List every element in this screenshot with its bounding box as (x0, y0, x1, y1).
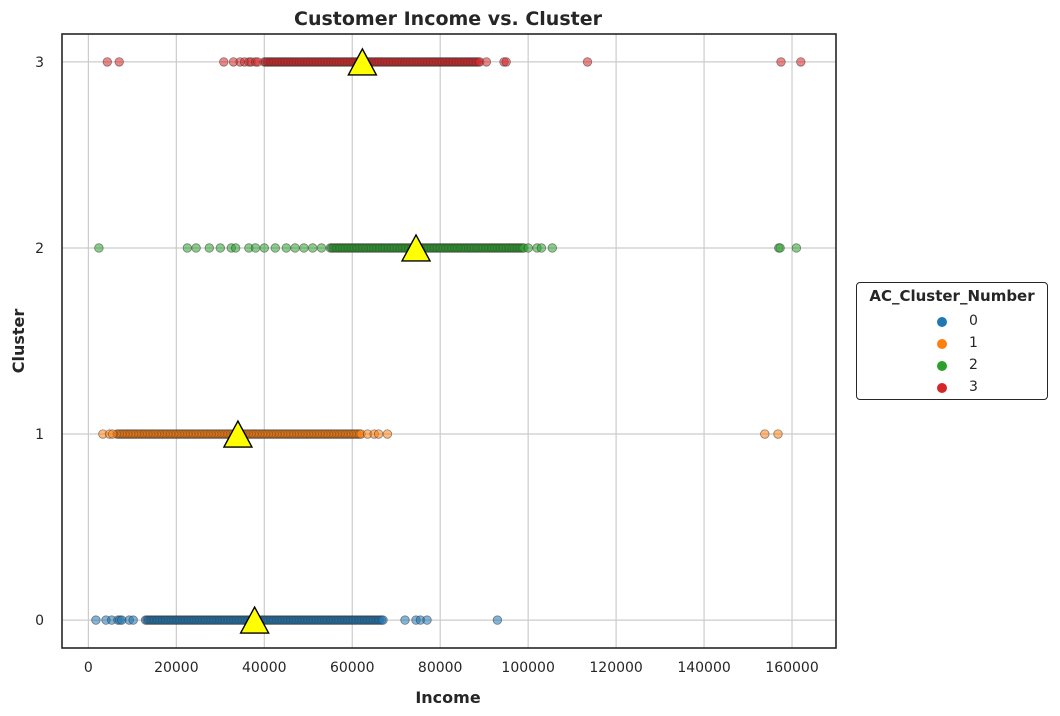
point-cluster-2 (299, 243, 309, 253)
point-cluster-2 (204, 243, 215, 253)
point-cluster-2 (215, 243, 226, 253)
point-cluster-2 (94, 243, 104, 253)
legend-label-1: 1 (969, 335, 978, 351)
data-points (91, 57, 806, 625)
point-cluster-0 (492, 615, 503, 625)
y-tick-label: 0 (35, 613, 44, 629)
legend-title: AC_Cluster_Number (869, 287, 1035, 305)
centroid-marker-1 (222, 419, 254, 448)
point-cluster-0 (422, 615, 432, 625)
point-cluster-1 (373, 429, 384, 439)
point-cluster-1 (107, 429, 118, 439)
point-cluster-0 (378, 615, 388, 625)
x-tick-label: 80000 (418, 660, 463, 676)
x-tick-label: 40000 (242, 660, 287, 676)
point-cluster-3 (582, 57, 593, 67)
x-tick-label: 60000 (330, 660, 375, 676)
legend-label-0: 0 (969, 313, 978, 329)
point-cluster-3 (501, 57, 511, 67)
x-tick-label: 0 (84, 660, 93, 676)
legend: AC_Cluster_Number 0 1 2 3 (856, 282, 1048, 400)
point-cluster-2 (270, 243, 281, 253)
point-cluster-2 (791, 243, 802, 253)
x-tick-label: 160000 (765, 660, 818, 676)
point-cluster-3 (776, 57, 786, 67)
legend-marker-3 (937, 383, 947, 393)
chart-title: Customer Income vs. Cluster (294, 8, 603, 30)
x-tick-label: 20000 (154, 660, 199, 676)
y-tick-label: 3 (35, 55, 44, 71)
point-cluster-2 (250, 243, 261, 253)
y-tick-label: 2 (35, 241, 44, 257)
point-cluster-2 (182, 243, 193, 253)
legend-marker-1 (937, 339, 947, 349)
axis-ticks: 0 20000 40000 60000 80000 100000 120000 140000 1… (35, 55, 819, 676)
point-cluster-2 (536, 243, 547, 253)
x-tick-label: 120000 (589, 660, 642, 676)
point-cluster-2 (316, 243, 327, 253)
x-tick-label: 140000 (677, 660, 730, 676)
point-cluster-0 (128, 615, 138, 625)
legend-label-3: 3 (969, 379, 978, 395)
point-cluster-2 (523, 243, 533, 253)
point-cluster-3 (253, 57, 263, 67)
point-cluster-2 (775, 243, 785, 253)
centroid-marker-2 (400, 233, 432, 262)
x-tick-label: 100000 (501, 660, 554, 676)
point-cluster-3 (481, 57, 492, 67)
point-cluster-1 (382, 429, 393, 439)
centroid-marker-0 (239, 605, 270, 634)
point-cluster-0 (91, 615, 101, 625)
y-axis-label: Cluster (9, 309, 28, 374)
point-cluster-1 (760, 429, 770, 439)
y-tick-label: 1 (35, 427, 44, 443)
point-cluster-2 (290, 243, 300, 253)
legend-label-2: 2 (969, 357, 978, 373)
centroid-marker-3 (347, 47, 378, 76)
legend-marker-0 (937, 317, 947, 327)
legend-marker-2 (937, 361, 947, 371)
point-cluster-2 (259, 243, 270, 253)
point-cluster-3 (219, 57, 229, 67)
point-cluster-2 (547, 243, 558, 253)
point-cluster-2 (191, 243, 201, 253)
point-cluster-3 (114, 57, 124, 67)
plot-frame (61, 33, 837, 649)
point-cluster-0 (400, 615, 410, 625)
point-cluster-2 (281, 243, 292, 253)
point-cluster-2 (308, 243, 318, 253)
point-cluster-2 (230, 243, 241, 253)
point-cluster-3 (102, 57, 113, 67)
point-cluster-1 (773, 429, 783, 439)
x-axis-label: Income (415, 688, 480, 707)
point-cluster-3 (796, 57, 806, 67)
grid-lines (62, 34, 836, 648)
centroid-markers (222, 47, 432, 634)
